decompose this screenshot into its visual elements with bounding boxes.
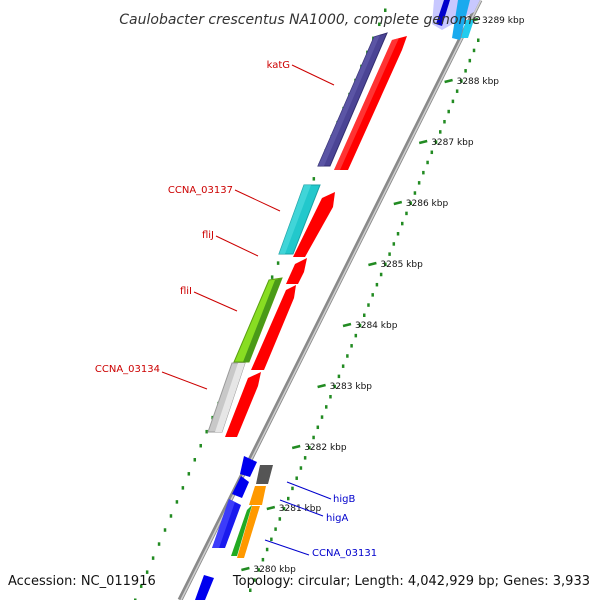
tick-3288: 3288 kbp — [444, 77, 500, 87]
gene-higA-fwd-feature[interactable] — [249, 486, 266, 505]
gene-fliJ-fwd-feature[interactable] — [286, 258, 307, 284]
gene-CCNA_03134-fwd-feature[interactable] — [225, 372, 261, 437]
gene-label-katG[interactable]: katG — [267, 60, 335, 86]
gene-label-CCNA_03137[interactable]: CCNA_03137 — [168, 185, 281, 212]
gene-higB-fwd-feature[interactable] — [256, 465, 273, 484]
tick-label-3282: 3282 kbp — [304, 443, 347, 453]
gene-label-higB[interactable]: higB — [286, 481, 355, 505]
gene-label-text[interactable]: CCNA_03131 — [312, 548, 377, 559]
gene-katG-feature[interactable] — [317, 32, 388, 167]
tick-label-3284: 3284 kbp — [355, 321, 398, 331]
tick-3284: 3284 kbp — [342, 321, 398, 331]
tick-3286: 3286 kbp — [393, 199, 449, 209]
tick-3287: 3287 kbp — [418, 138, 474, 148]
gene-CCNA_03131-fwd-feature[interactable] — [231, 505, 260, 558]
gene-top-cluster-feature[interactable] — [432, 0, 480, 40]
gene-label-text[interactable]: fliJ — [202, 230, 214, 241]
gene-blue-rev-4-feature[interactable] — [195, 575, 214, 600]
gene-label-text[interactable]: higA — [326, 513, 348, 524]
gene-CCNA_03137-fwd-feature[interactable] — [293, 192, 335, 257]
gene-label-fliI[interactable]: fliI — [180, 286, 238, 312]
tick-label-3280: 3280 kbp — [253, 565, 296, 575]
tick-label-3288: 3288 kbp — [457, 77, 500, 87]
gene-CCNA_03134-feature[interactable] — [207, 362, 246, 433]
accession-text: Accession: NC_011916 — [8, 574, 156, 589]
gene-fliI-fwd-feature[interactable] — [251, 285, 296, 370]
gene-CCNA_03137-feature[interactable] — [278, 184, 321, 255]
genome-summary-text: Topology: circular; Length: 4,042,929 bp… — [232, 574, 590, 589]
tick-3285: 3285 kbp — [368, 260, 423, 270]
gene-label-text[interactable]: higB — [333, 494, 355, 505]
gene-blue-rev-2-feature[interactable] — [232, 476, 249, 498]
gene-blue-rev-1-feature[interactable] — [240, 456, 257, 477]
tick-label-3286: 3286 kbp — [406, 199, 449, 209]
gene-label-CCNA_03131[interactable]: CCNA_03131 — [264, 539, 377, 559]
gene-katG-fwd-feature[interactable] — [334, 36, 407, 170]
gene-label-text[interactable]: CCNA_03134 — [95, 364, 160, 375]
gene-label-text[interactable]: katG — [267, 60, 290, 71]
tick-marks: 3289 kbp 3288 kbp 3287 kbp 3286 kbp 3285 kbp… — [241, 16, 525, 575]
tick-3282: 3282 kbp — [291, 443, 347, 453]
tick-label-3287: 3287 kbp — [431, 138, 474, 148]
page-title: Caulobacter crescentus NA1000, complete … — [119, 12, 480, 28]
tick-3283: 3283 kbp — [317, 382, 373, 392]
gene-blue-rev-3-feature[interactable] — [212, 499, 241, 548]
gene-label-text[interactable]: fliI — [180, 286, 192, 297]
tick-label-3285: 3285 kbp — [380, 260, 423, 270]
tick-label-3289: 3289 kbp — [482, 16, 525, 26]
gene-fliI-feature[interactable] — [233, 277, 283, 363]
tick-label-3281: 3281 kbp — [279, 504, 322, 514]
gene-label-text[interactable]: CCNA_03137 — [168, 185, 233, 196]
tick-3281: 3281 kbp — [266, 504, 322, 514]
gene-label-higA[interactable]: higA — [279, 499, 348, 524]
gene-label-fliJ[interactable]: fliJ — [202, 230, 259, 257]
tick-label-3283: 3283 kbp — [330, 382, 373, 392]
gene-label-CCNA_03134[interactable]: CCNA_03134 — [95, 364, 208, 390]
tick-3280: 3280 kbp — [241, 565, 296, 575]
backbone-line — [177, 0, 483, 600]
